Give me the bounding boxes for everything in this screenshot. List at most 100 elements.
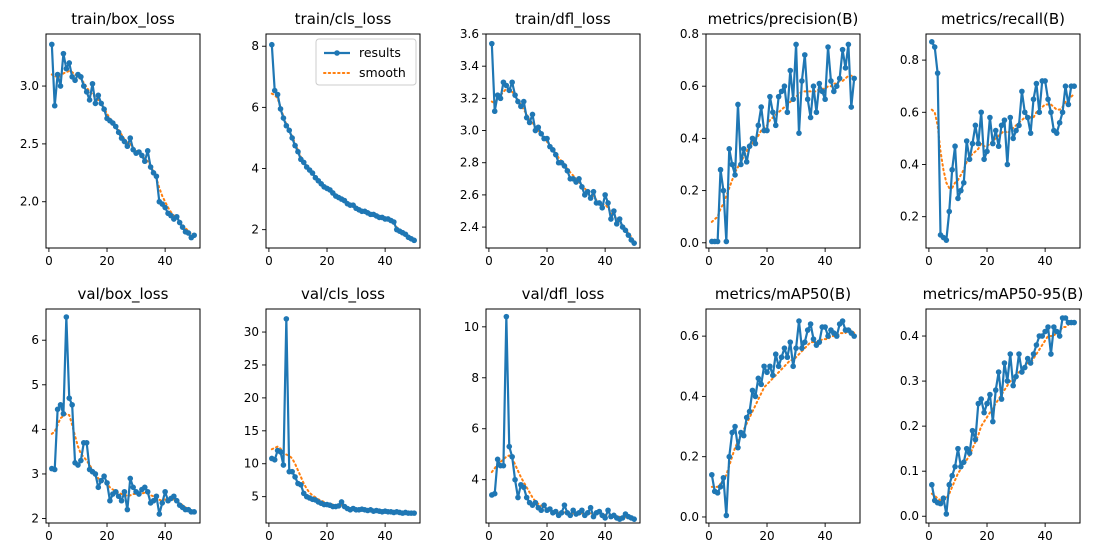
results-data-point <box>787 339 794 345</box>
results-data-point <box>153 173 160 180</box>
results-data-point <box>992 387 999 393</box>
results-data-point <box>987 114 993 121</box>
x-tick-label: 40 <box>1037 529 1052 543</box>
results-data-point <box>309 170 316 176</box>
chart-title: metrics/mAP50-95(B) <box>923 285 1084 303</box>
results-data-point <box>738 161 744 168</box>
results-data-point <box>845 41 852 48</box>
y-tick-label: 0.2 <box>680 184 699 198</box>
axes-frame <box>45 308 201 524</box>
results-data-point <box>1039 333 1046 339</box>
results-data-point <box>955 195 961 202</box>
results-data-point <box>775 363 782 370</box>
results-data-point <box>162 488 168 495</box>
x-tick-label: 40 <box>1037 254 1052 268</box>
x-tick-label: 20 <box>539 529 554 543</box>
results-data-point <box>717 484 724 490</box>
results-data-point <box>338 499 345 505</box>
results-data-point <box>775 93 782 100</box>
results-data-point <box>743 414 750 421</box>
results-data-point <box>112 488 119 495</box>
chart-panel-metrics-map50-b: metrics/mAP50(B) 0.0 0.2 0.4 0.6 0 20 40 <box>660 275 880 550</box>
results-data-point <box>952 463 958 470</box>
results-data-point <box>518 103 524 110</box>
axes-frame <box>485 308 641 524</box>
results-data-point <box>1042 78 1048 84</box>
results-data-point <box>66 395 73 401</box>
results-data-point <box>150 497 157 504</box>
smooth-series-line <box>50 69 196 237</box>
results-data-point <box>1051 324 1057 330</box>
y-tick-label: 6 <box>251 100 259 114</box>
x-tick-label: 0 <box>265 254 273 268</box>
results-data-point <box>121 138 128 145</box>
results-data-point <box>796 318 802 324</box>
results-data-point <box>98 100 105 107</box>
results-data-point <box>1062 83 1069 89</box>
results-data-point <box>1024 114 1031 121</box>
y-tick-label: 3.2 <box>460 91 479 105</box>
results-data-point <box>127 135 134 141</box>
chart-svg-train-dfl-loss: train/dfl_loss 2.4 2.6 2.8 3.0 3.2 3.4 3.6 0 20 40 <box>460 10 641 268</box>
y-tick-label: 6 <box>471 422 479 436</box>
results-data-point <box>136 491 142 497</box>
results-data-point <box>191 509 197 515</box>
axes-frame <box>45 33 201 249</box>
y-tick-label: 2.0 <box>20 195 39 209</box>
results-data-point <box>995 369 1002 375</box>
results-data-point <box>1045 324 1051 330</box>
axes-frame <box>705 33 861 249</box>
results-data-point <box>772 122 779 129</box>
chart-panel-metrics-precision-b: metrics/precision(B) 0.0 0.2 0.4 0.6 0.8 0 20 40 <box>660 0 880 275</box>
results-data-point <box>579 507 585 514</box>
results-data-point <box>596 508 603 515</box>
x-tick-label: 0 <box>925 529 933 543</box>
results-data-point <box>51 102 58 109</box>
results-data-point <box>966 450 973 456</box>
results-data-point <box>746 143 753 150</box>
results-data-point <box>520 98 527 105</box>
results-data-point <box>990 140 996 147</box>
results-data-point <box>1030 351 1037 357</box>
x-tick-label: 20 <box>979 254 994 268</box>
results-data-point <box>92 100 99 107</box>
results-data-point <box>992 127 999 134</box>
results-data-point <box>63 65 70 72</box>
results-data-point <box>746 408 753 415</box>
results-data-point <box>720 474 727 481</box>
results-data-point <box>66 60 73 66</box>
results-data-point <box>289 135 295 141</box>
chart-panel-train-cls-loss: train/cls_loss 2 4 6 8 0 20 40 results smooth <box>220 0 440 275</box>
results-data-point <box>567 512 574 519</box>
results-data-point <box>520 484 527 491</box>
results-data-point <box>561 502 568 508</box>
legend-results-label: results <box>359 45 401 60</box>
results-data-point <box>822 324 828 330</box>
results-data-point <box>622 227 629 234</box>
y-tick-label: 0.4 <box>900 329 919 343</box>
y-tick-label: 10 <box>464 320 479 334</box>
results-data-point <box>280 115 287 121</box>
y-tick-label: 3.6 <box>460 27 479 41</box>
results-data-point <box>619 515 626 521</box>
x-tick-label: 20 <box>759 529 774 543</box>
results-data-point <box>631 240 637 246</box>
results-data-point <box>752 140 759 147</box>
y-tick-label: 30 <box>244 325 259 339</box>
x-tick-label: 0 <box>45 254 53 268</box>
results-data-point <box>277 449 284 455</box>
results-data-point <box>57 83 64 89</box>
results-data-point <box>729 429 735 436</box>
results-data-point <box>159 500 166 506</box>
results-data-point <box>839 46 846 53</box>
results-data-point <box>828 78 834 84</box>
results-data-point <box>963 445 970 452</box>
legend-results-marker <box>334 50 340 56</box>
chart-svg-train-box-loss: train/box_loss 2.0 2.5 3.0 0 20 40 <box>20 10 201 268</box>
x-tick-label: 0 <box>925 254 933 268</box>
y-tick-label: 6 <box>31 333 39 347</box>
results-data-point <box>590 188 597 195</box>
results-data-point <box>1010 135 1016 142</box>
results-data-point <box>822 96 828 103</box>
results-data-point <box>176 219 183 226</box>
